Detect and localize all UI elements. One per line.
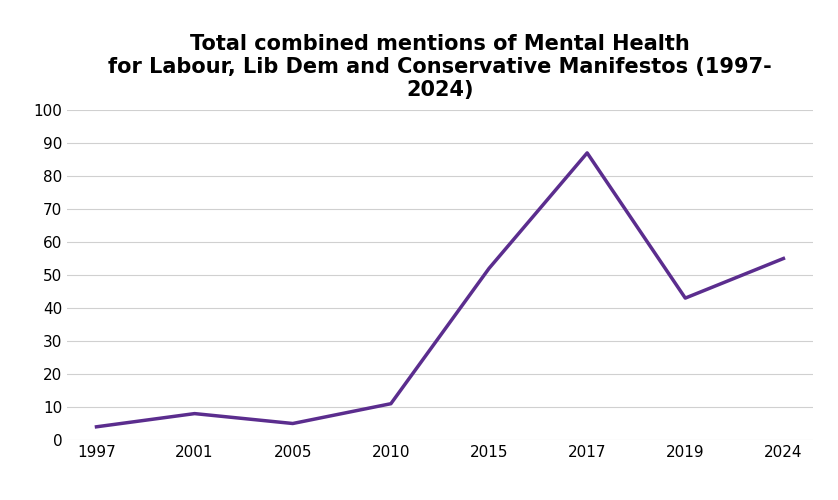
Title: Total combined mentions of Mental Health
for Labour, Lib Dem and Conservative Ma: Total combined mentions of Mental Health… — [108, 34, 772, 100]
